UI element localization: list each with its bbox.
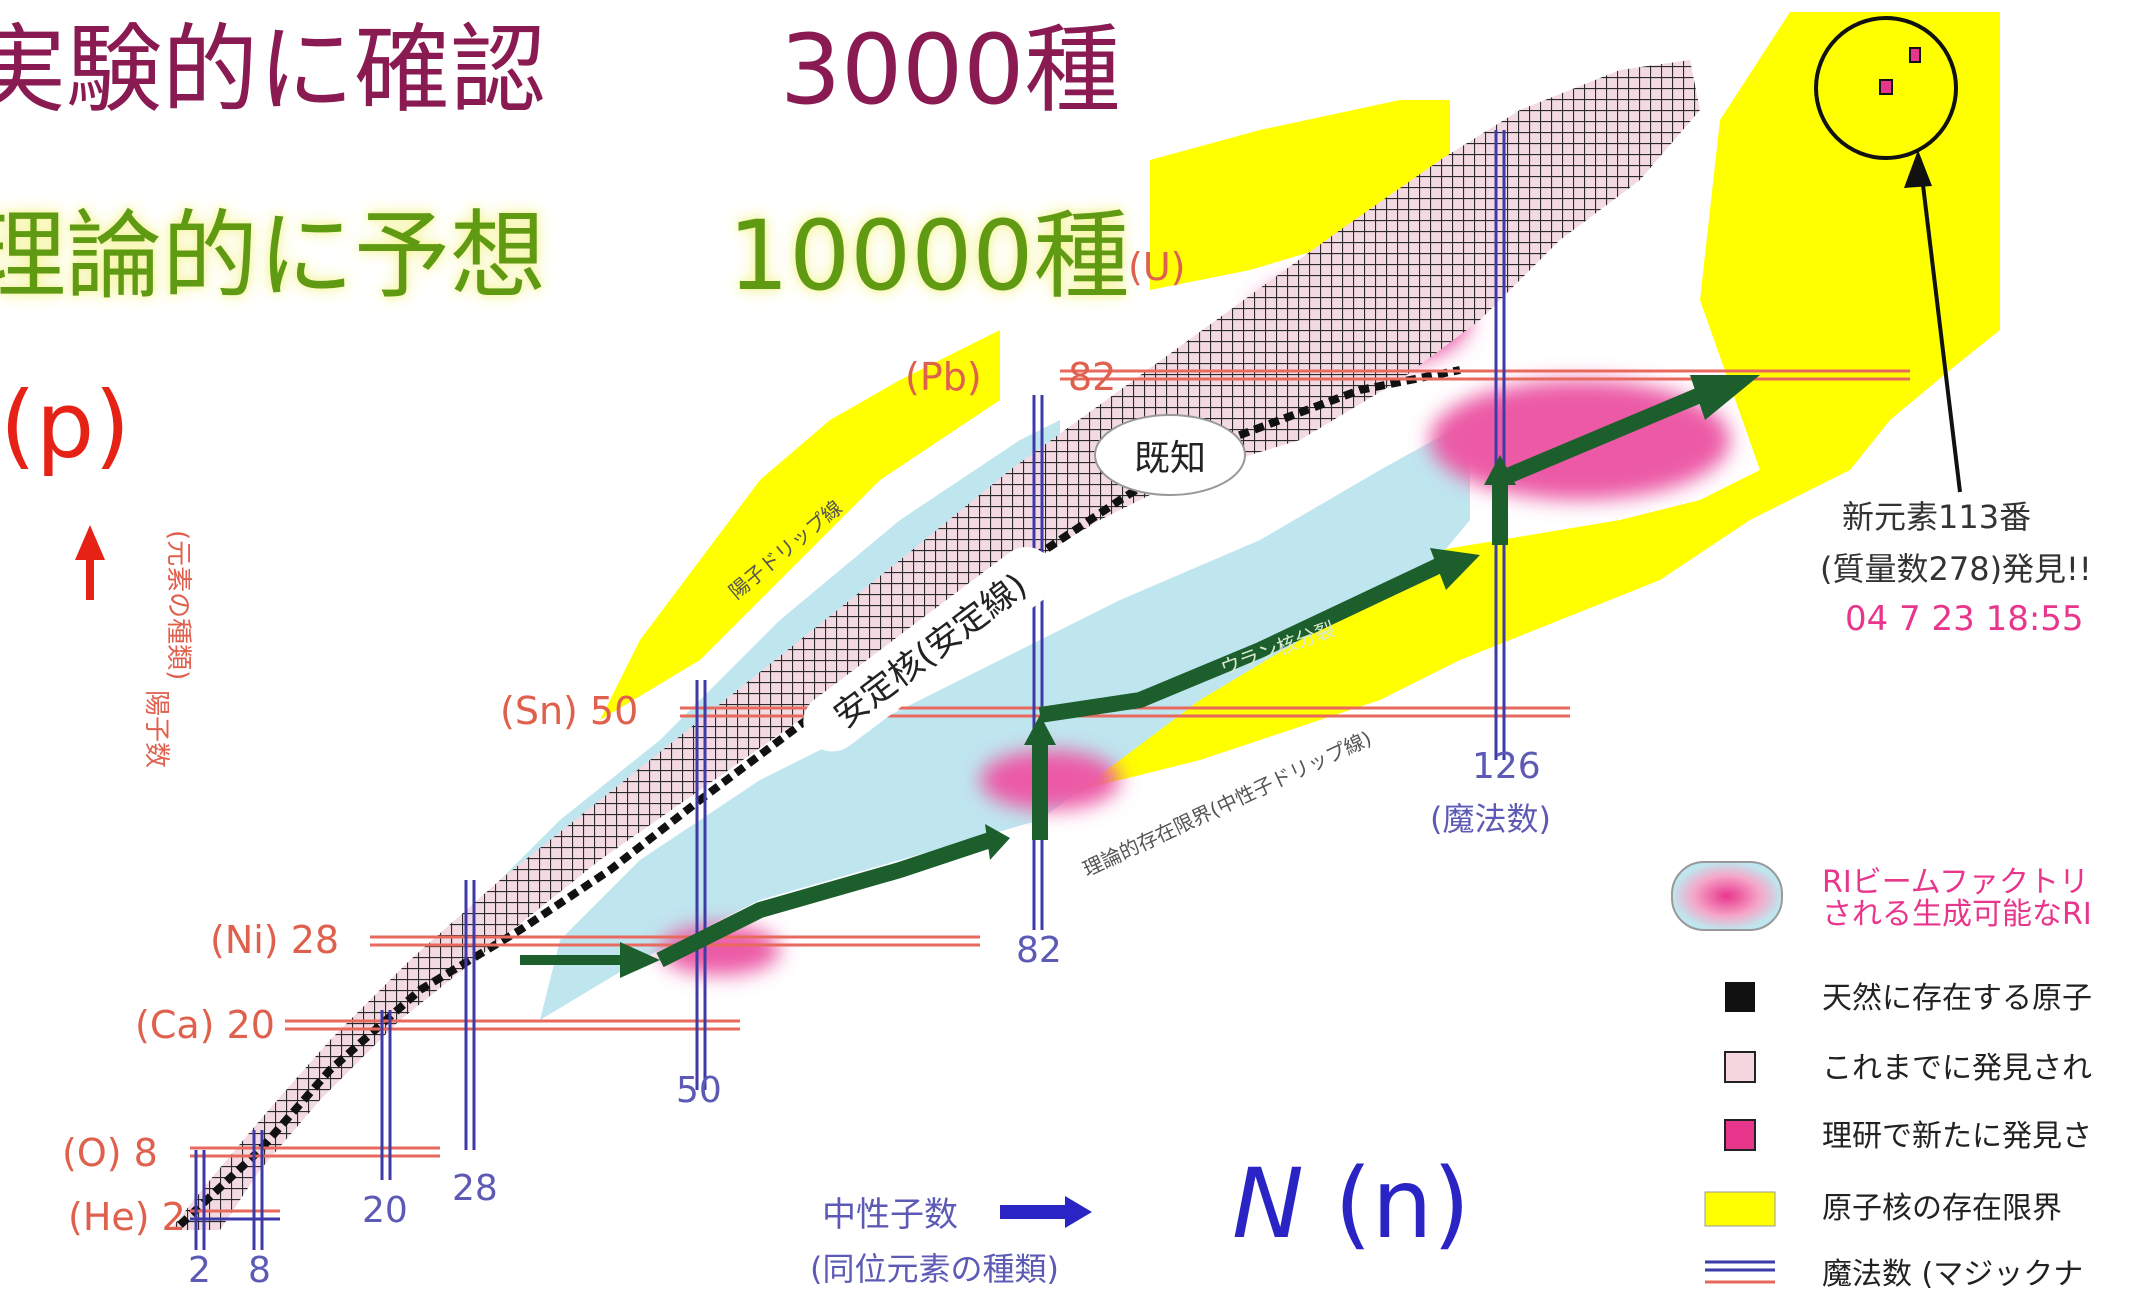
z-axis-label: (p) bbox=[0, 372, 131, 479]
legend-limit-swatch bbox=[1704, 1191, 1776, 1227]
legend-ri-2: される生成可能なRI bbox=[1822, 897, 2092, 932]
label-sn: (Sn) 50 bbox=[500, 689, 638, 733]
new-element-dot1 bbox=[1879, 79, 1893, 95]
header-line2-count: 10000種 bbox=[728, 200, 1130, 312]
known-cloud bbox=[1094, 414, 1246, 496]
fission-arrows bbox=[520, 375, 1760, 978]
tick-magic: (魔法数) bbox=[1430, 800, 1551, 838]
limit-region-upper bbox=[1380, 12, 2000, 700]
tick-n20: 20 bbox=[362, 1190, 408, 1231]
n-caption-2: (同位元素の種類) bbox=[810, 1250, 1059, 1288]
z-arrow-icon bbox=[75, 525, 105, 600]
legend-limit: 原子核の存在限界 bbox=[1822, 1191, 2062, 1226]
label-ni: (Ni) 28 bbox=[210, 918, 339, 962]
label-pb: (Pb) bbox=[905, 355, 982, 399]
n-caption-1: 中性子数 bbox=[822, 1195, 958, 1235]
label-o: (O) 8 bbox=[62, 1131, 158, 1175]
tick-n82: 82 bbox=[1016, 930, 1062, 971]
legend-blob bbox=[1671, 861, 1783, 931]
header-line2: 理論的に予想 bbox=[0, 200, 546, 312]
neutron-rich-band bbox=[540, 420, 1470, 1020]
annot-date: 04 7 23 18:55 bbox=[1845, 599, 2084, 639]
tick-n50: 50 bbox=[676, 1070, 722, 1111]
tick-n2: 2 bbox=[188, 1250, 211, 1291]
header-line1: 実験的に確認 bbox=[0, 14, 546, 126]
ri-blob-mid bbox=[980, 750, 1120, 810]
annot-mass: (質量数278)発見!! bbox=[1820, 550, 2092, 588]
tick-n28: 28 bbox=[452, 1168, 498, 1209]
z-side-1: 陽子数 bbox=[141, 690, 171, 768]
new-element-arrowhead bbox=[1904, 150, 1932, 188]
label-he: (He) 2 bbox=[68, 1195, 186, 1239]
n-axis-symbol: N bbox=[1232, 1148, 1304, 1260]
known-nuclei-band bbox=[170, 60, 1700, 1230]
legend-natural-swatch bbox=[1725, 982, 1755, 1012]
label-ca: (Ca) 20 bbox=[135, 1003, 275, 1047]
label-u: (U) bbox=[1128, 245, 1185, 289]
legend-magic: 魔法数 (マジックナ bbox=[1822, 1257, 2083, 1292]
new-element-circle bbox=[1814, 16, 1958, 160]
new-element-dot2 bbox=[1909, 47, 1921, 63]
legend-discovered: これまでに発見され bbox=[1822, 1051, 2092, 1086]
legend-discovered-swatch bbox=[1724, 1051, 1756, 1083]
n-axis-label: N (n) bbox=[1232, 1148, 1470, 1260]
z-side-2: (元素の種類) bbox=[163, 530, 193, 680]
new-element-arrow bbox=[1918, 159, 1962, 493]
label-pb-z: 82 bbox=[1068, 355, 1116, 399]
annot-new-element: 新元素113番 bbox=[1842, 498, 2031, 536]
n-axis-unit: (n) bbox=[1334, 1148, 1471, 1260]
legend-ri-1: RIビームファクトリ bbox=[1822, 865, 2089, 900]
stable-cloud bbox=[803, 546, 1056, 752]
legend-natural: 天然に存在する原子 bbox=[1822, 981, 2092, 1016]
legend-riken: 理研で新たに発見さ bbox=[1822, 1119, 2092, 1154]
tick-n126: 126 bbox=[1472, 746, 1541, 787]
limit-proton-strip bbox=[600, 330, 1000, 720]
tick-n8: 8 bbox=[248, 1250, 271, 1291]
magic-lines-n bbox=[194, 130, 1506, 1250]
header-line1-count: 3000種 bbox=[780, 14, 1121, 126]
known-label: 既知 bbox=[1134, 438, 1206, 479]
n-arrow-icon bbox=[1000, 1196, 1092, 1228]
legend-riken-swatch bbox=[1724, 1119, 1756, 1151]
limit-top-strip bbox=[1150, 100, 1450, 290]
